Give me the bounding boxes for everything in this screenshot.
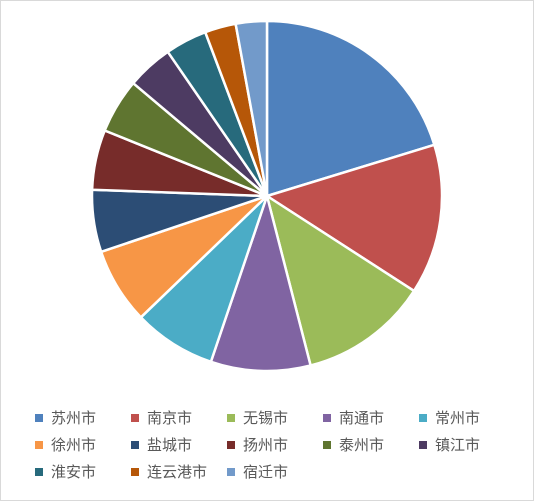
legend-item-11: 连云港市 [125, 458, 221, 485]
pie-slice-1 [265, 143, 444, 293]
legend-item-3: 南通市 [317, 404, 413, 431]
legend-item-1: 南京市 [125, 404, 221, 431]
legend-swatch-0 [35, 413, 43, 422]
legend-swatch-1 [131, 413, 139, 422]
legend-swatch-9 [419, 440, 427, 449]
legend-swatch-6 [131, 440, 139, 449]
pie-chart [90, 19, 444, 373]
legend-label-0: 苏州市 [51, 409, 97, 427]
legend-item-8: 泰州市 [317, 431, 413, 458]
legend-label-2: 无锡市 [243, 409, 289, 427]
legend-item-12: 宿迁市 [221, 458, 317, 485]
legend-item-10: 淮安市 [29, 458, 125, 485]
legend-swatch-3 [323, 413, 331, 422]
legend-item-6: 盐城市 [125, 431, 221, 458]
legend-label-11: 连云港市 [147, 463, 208, 481]
legend-label-7: 扬州市 [243, 436, 289, 454]
legend-swatch-10 [35, 467, 43, 476]
legend: 苏州市 南京市 无锡市 南通市 常州市徐州市 盐城市 扬州市 泰州市 镇江市淮安市 连云港市 宿迁市 [29, 404, 509, 485]
legend-swatch-2 [227, 413, 235, 422]
legend-item-2: 无锡市 [221, 404, 317, 431]
legend-label-8: 泰州市 [339, 436, 385, 454]
legend-swatch-5 [35, 440, 43, 449]
legend-item-9: 镇江市 [413, 431, 509, 458]
legend-swatch-12 [227, 467, 235, 476]
legend-item-0: 苏州市 [29, 404, 125, 431]
legend-label-3: 南通市 [339, 409, 385, 427]
legend-swatch-8 [323, 440, 331, 449]
legend-item-7: 扬州市 [221, 431, 317, 458]
legend-label-1: 南京市 [147, 409, 193, 427]
legend-item-5: 徐州市 [29, 431, 125, 458]
legend-swatch-11 [131, 467, 139, 476]
legend-label-4: 常州市 [435, 409, 481, 427]
legend-swatch-7 [227, 440, 235, 449]
legend-label-5: 徐州市 [51, 436, 97, 454]
legend-item-4: 常州市 [413, 404, 509, 431]
pie-slice-3 [209, 194, 312, 373]
legend-label-6: 盐城市 [147, 436, 193, 454]
legend-swatch-4 [419, 413, 427, 422]
legend-label-10: 淮安市 [51, 463, 97, 481]
legend-label-9: 镇江市 [435, 436, 481, 454]
pie-slice-12 [234, 19, 269, 198]
legend-label-12: 宿迁市 [243, 463, 289, 481]
pie-slice-2 [265, 194, 416, 367]
pie-slice-0 [265, 19, 436, 198]
